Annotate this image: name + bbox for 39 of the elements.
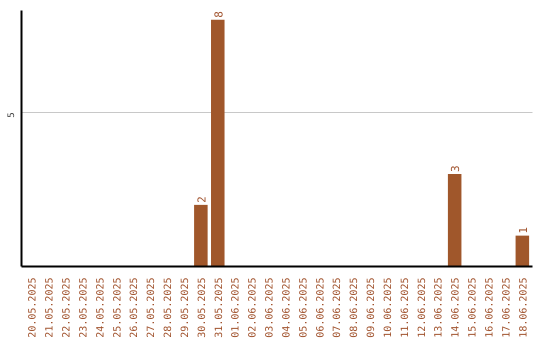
- x-tick-label: 27.05.2025: [146, 277, 158, 338]
- x-tick-label: 01.06.2025: [230, 277, 242, 338]
- x-tick-label: 31.05.2025: [214, 277, 225, 338]
- x-tick-label: 14.06.2025: [450, 277, 462, 338]
- data-label: 3: [449, 165, 462, 172]
- x-tick-label: 02.06.2025: [248, 277, 259, 338]
- x-tick-label: 20.05.2025: [28, 277, 39, 338]
- x-tick-label: 16.06.2025: [484, 277, 496, 338]
- x-tick-label: 13.06.2025: [434, 277, 445, 338]
- x-tick-label: 22.05.2025: [61, 277, 72, 338]
- bar: [448, 174, 462, 266]
- x-tick-label: 06.06.2025: [315, 277, 326, 338]
- x-tick-label: 08.06.2025: [349, 277, 360, 338]
- data-label: 8: [212, 11, 226, 18]
- x-tick-label: 29.05.2025: [180, 277, 191, 338]
- x-tick-label: 25.05.2025: [112, 277, 124, 338]
- data-label: 2: [195, 196, 208, 203]
- x-tick-label: 30.05.2025: [196, 277, 208, 338]
- x-tick-label: 15.06.2025: [468, 277, 479, 338]
- x-tick-label: 12.06.2025: [416, 277, 428, 338]
- bar: [516, 236, 530, 266]
- x-tick-label: 03.06.2025: [264, 277, 276, 338]
- x-tick-label: 07.06.2025: [332, 277, 344, 338]
- x-tick-label: 18.06.2025: [518, 277, 530, 338]
- x-tick-label: 17.06.2025: [501, 277, 512, 338]
- x-tick-label: 04.06.2025: [281, 277, 292, 338]
- x-tick-label: 24.05.2025: [95, 277, 106, 338]
- data-label: 1: [516, 227, 530, 234]
- x-tick-label: 23.05.2025: [78, 277, 90, 338]
- x-tick-label: 05.06.2025: [298, 277, 310, 338]
- x-tick-label: 10.06.2025: [382, 277, 394, 338]
- y-tick-label: 5: [7, 112, 17, 118]
- x-tick-label: 11.06.2025: [400, 277, 411, 338]
- bar: [194, 204, 208, 266]
- x-tick-label: 21.05.2025: [44, 277, 56, 338]
- x-tick-label: 26.05.2025: [129, 277, 140, 338]
- x-tick-label: 09.06.2025: [366, 277, 378, 338]
- x-tick-label: 28.05.2025: [163, 277, 174, 338]
- bar: [211, 20, 225, 266]
